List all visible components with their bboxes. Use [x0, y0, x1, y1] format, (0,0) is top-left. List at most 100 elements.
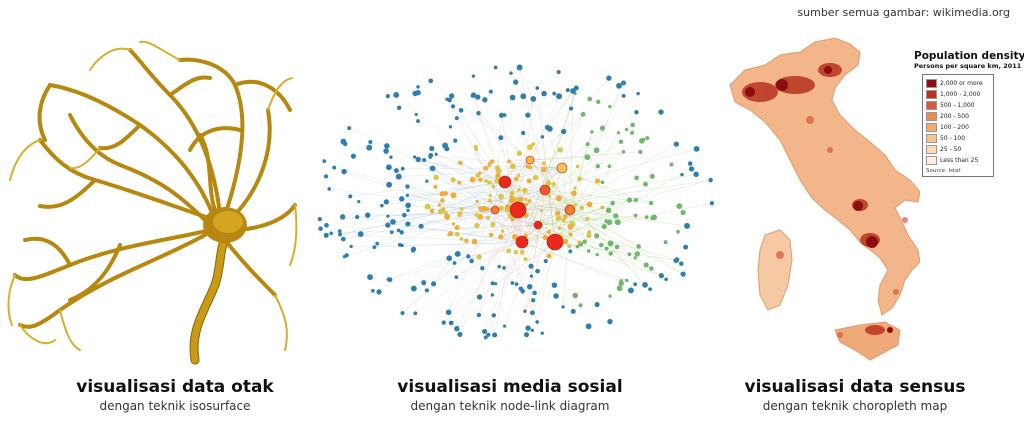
- network-edge: [537, 223, 573, 226]
- network-node: [385, 94, 390, 99]
- caption-brain-subtitle: dengan teknik isosurface: [99, 399, 251, 413]
- network-node: [554, 210, 561, 216]
- network-node: [648, 200, 654, 206]
- legend-item: 200 - 500: [926, 111, 990, 122]
- network-edge: [517, 174, 697, 211]
- network-node: [520, 288, 526, 294]
- legend-swatch: [926, 112, 937, 121]
- network-node: [475, 94, 481, 100]
- network-node: [585, 142, 590, 147]
- network-node: [489, 159, 495, 164]
- network-node: [607, 164, 612, 169]
- legend-label: 25 - 50: [940, 146, 962, 153]
- legend-label: 2,000 or more: [940, 80, 983, 87]
- network-node: [332, 165, 337, 170]
- network-node: [593, 147, 600, 154]
- network-node: [575, 164, 580, 169]
- network-edge: [334, 167, 496, 211]
- network-node: [616, 131, 621, 135]
- network-node: [596, 99, 601, 104]
- network-node: [572, 292, 578, 299]
- network-hub-node: [498, 175, 512, 189]
- network-node: [627, 252, 632, 257]
- network-node: [487, 180, 492, 185]
- network-edge: [494, 115, 502, 211]
- network-node: [674, 257, 680, 263]
- network-node: [504, 203, 511, 210]
- network-edge: [436, 154, 506, 183]
- network-node: [614, 244, 620, 250]
- network-node: [641, 137, 646, 142]
- network-node: [577, 240, 582, 245]
- network-node: [619, 279, 624, 284]
- network-edge: [485, 189, 546, 338]
- network-edge: [478, 113, 523, 243]
- network-edge: [521, 241, 651, 290]
- network-node: [454, 224, 460, 231]
- network-node: [551, 182, 556, 187]
- network-edge: [544, 87, 577, 191]
- network-edge: [527, 166, 563, 169]
- network-node: [492, 332, 498, 338]
- network-edge: [521, 202, 613, 243]
- network-edge: [517, 179, 711, 211]
- network-node: [473, 144, 479, 150]
- network-node: [483, 179, 488, 183]
- network-node: [383, 199, 389, 205]
- network-node: [477, 213, 484, 220]
- legend-item: 50 - 100: [926, 133, 990, 144]
- network-node: [487, 198, 492, 203]
- network-edge: [521, 207, 603, 243]
- network-node: [348, 194, 353, 199]
- network-node: [498, 234, 504, 240]
- network-edge: [391, 181, 506, 233]
- network-node: [608, 251, 614, 256]
- network-node: [386, 181, 393, 188]
- caption-census-subtitle: dengan teknik choropleth map: [762, 399, 948, 413]
- network-node: [457, 180, 462, 185]
- network-node: [570, 308, 576, 314]
- network-node: [429, 165, 436, 172]
- network-hub-node: [509, 201, 527, 219]
- legend-label: 50 - 100: [940, 135, 966, 142]
- network-edge: [452, 106, 523, 243]
- network-node: [386, 214, 390, 218]
- network-node: [600, 205, 605, 210]
- network-node: [507, 159, 511, 164]
- caption-brain: visualisasi data otak dengan teknik isos…: [60, 377, 290, 414]
- network-node: [535, 268, 540, 274]
- network-node: [587, 96, 593, 102]
- network-node: [322, 159, 327, 164]
- network-node: [474, 222, 480, 229]
- network-edge: [554, 241, 676, 261]
- network-node: [400, 166, 405, 171]
- network-edge: [478, 209, 519, 316]
- network-node: [600, 180, 605, 185]
- network-node: [324, 223, 329, 228]
- legend-label: Less than 25: [940, 157, 979, 164]
- network-edge: [421, 159, 531, 227]
- network-node: [573, 186, 577, 190]
- network-node: [626, 197, 633, 203]
- network-node: [516, 150, 523, 157]
- network-node: [458, 107, 464, 113]
- network-edge: [554, 174, 683, 243]
- network-node: [485, 215, 490, 220]
- network-node: [594, 233, 600, 239]
- network-node: [578, 303, 583, 308]
- network-node: [444, 213, 451, 220]
- network-node: [624, 127, 629, 132]
- network-node: [649, 173, 655, 179]
- network-node: [552, 91, 557, 96]
- network-edge: [432, 168, 523, 243]
- network-node: [490, 281, 495, 286]
- network-node: [542, 234, 549, 241]
- network-node: [483, 165, 489, 171]
- network-node: [424, 203, 431, 210]
- network-node: [354, 214, 360, 220]
- network-hub-node: [539, 184, 551, 196]
- network-edge: [516, 178, 539, 226]
- network-node: [425, 179, 429, 183]
- network-node: [424, 288, 429, 293]
- network-node: [514, 282, 519, 286]
